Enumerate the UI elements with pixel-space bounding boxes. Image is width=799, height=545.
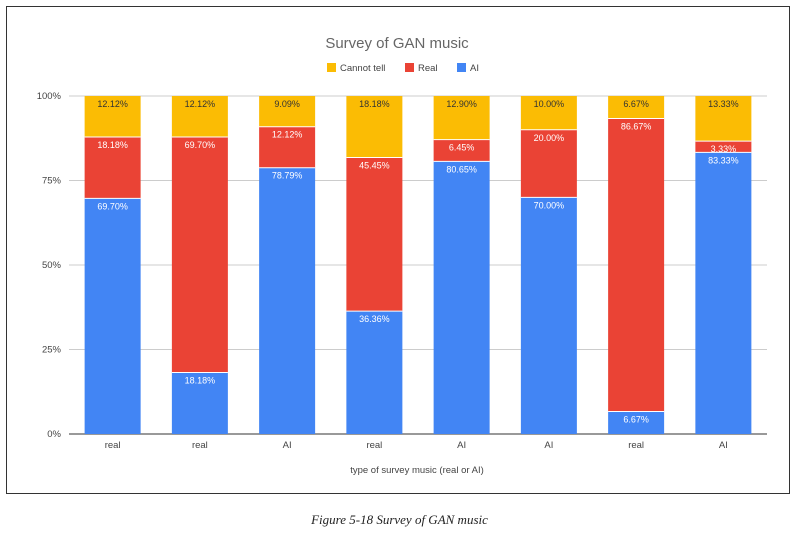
x-tick-label: real	[192, 440, 208, 451]
bar-segment-ai	[520, 197, 577, 434]
bar-segment-ai	[259, 167, 316, 434]
data-label: 10.00%	[534, 99, 565, 109]
data-label: 36.36%	[359, 314, 390, 324]
bar-segment-ai	[346, 311, 403, 434]
bar-segment-real	[259, 126, 316, 168]
bar-segment-cannot-tell	[520, 96, 577, 130]
data-label: 86.67%	[621, 122, 652, 132]
y-tick-label: 75%	[42, 176, 62, 187]
bar-segment-ai	[84, 198, 141, 434]
chart-title: Survey of GAN music	[325, 35, 469, 52]
legend-label: Real	[418, 63, 438, 74]
x-axis-label: type of survey music (real or AI)	[350, 465, 484, 476]
bar-segment-cannot-tell	[346, 96, 403, 158]
data-label: 69.70%	[97, 201, 128, 211]
y-tick-label: 100%	[37, 91, 62, 102]
bar-segment-cannot-tell	[695, 96, 752, 142]
legend-swatch-ai	[457, 63, 466, 72]
data-label: 18.18%	[359, 99, 390, 109]
bar-segment-real	[433, 139, 490, 162]
data-label: 12.12%	[272, 130, 303, 140]
bars	[84, 95, 752, 434]
x-tick-label: real	[628, 440, 644, 451]
data-label: 9.09%	[274, 99, 300, 109]
bar-segment-real	[608, 118, 665, 412]
bar-segment-ai	[171, 372, 228, 434]
bar-segment-cannot-tell	[433, 96, 490, 140]
chart-frame: Survey of GAN music Cannot tell Real AI 69…	[6, 6, 790, 494]
figure-caption: Figure 5-18 Survey of GAN music	[311, 512, 488, 527]
bar-segment-real	[171, 136, 228, 373]
data-label: 12.12%	[97, 99, 128, 109]
bar-segment-real	[520, 129, 577, 198]
legend-label: Cannot tell	[340, 63, 385, 74]
y-tick-label: 50%	[42, 260, 62, 271]
legend: Cannot tell Real AI	[327, 63, 479, 74]
bar-segment-cannot-tell	[259, 96, 316, 127]
y-axis-ticks: 0% 25% 50% 75% 100%	[37, 91, 62, 440]
data-label: 70.00%	[534, 200, 565, 210]
bar-segment-real	[84, 136, 141, 199]
x-tick-label: AI	[283, 440, 292, 451]
data-label: 6.67%	[623, 99, 649, 109]
data-label: 45.45%	[359, 160, 390, 170]
bar-segment-cannot-tell	[608, 95, 665, 119]
data-label: 13.33%	[708, 99, 739, 109]
bar-segment-cannot-tell	[171, 96, 228, 137]
x-axis-ticks: real real AI real AI AI real AI	[105, 440, 728, 451]
bar-segment-real	[695, 141, 752, 153]
x-tick-label: real	[366, 440, 382, 451]
data-label: 6.45%	[449, 143, 475, 153]
data-label: 12.12%	[185, 99, 216, 109]
y-tick-label: 0%	[47, 429, 61, 440]
data-label: 78.79%	[272, 171, 303, 181]
data-label: 80.65%	[446, 164, 477, 174]
x-tick-label: AI	[544, 440, 553, 451]
legend-label: AI	[470, 63, 479, 74]
data-label: 20.00%	[534, 133, 565, 143]
data-label: 6.67%	[623, 414, 649, 424]
x-tick-label: AI	[719, 440, 728, 451]
legend-swatch-cannot-tell	[327, 63, 336, 72]
data-label: 18.18%	[185, 376, 216, 386]
data-label: 69.70%	[185, 140, 216, 150]
data-label: 3.33%	[711, 144, 737, 154]
legend-swatch-real	[405, 63, 414, 72]
bar-segment-ai	[433, 161, 490, 434]
bar-segment-real	[346, 157, 403, 312]
bar-segment-ai	[608, 411, 665, 434]
stacked-bar-chart: Survey of GAN music Cannot tell Real AI 69…	[37, 35, 767, 476]
x-tick-label: AI	[457, 440, 466, 451]
y-tick-label: 25%	[42, 345, 62, 356]
x-tick-label: real	[105, 440, 121, 451]
data-label: 12.90%	[446, 99, 477, 109]
bar-labels: 69.70% 18.18% 12.12% 18.18% 69.70% 12.12% 78.7…	[97, 99, 738, 424]
bar-segment-cannot-tell	[84, 96, 141, 137]
bar-segment-ai	[695, 152, 752, 434]
data-label: 83.33%	[708, 155, 739, 165]
data-label: 18.18%	[97, 140, 128, 150]
